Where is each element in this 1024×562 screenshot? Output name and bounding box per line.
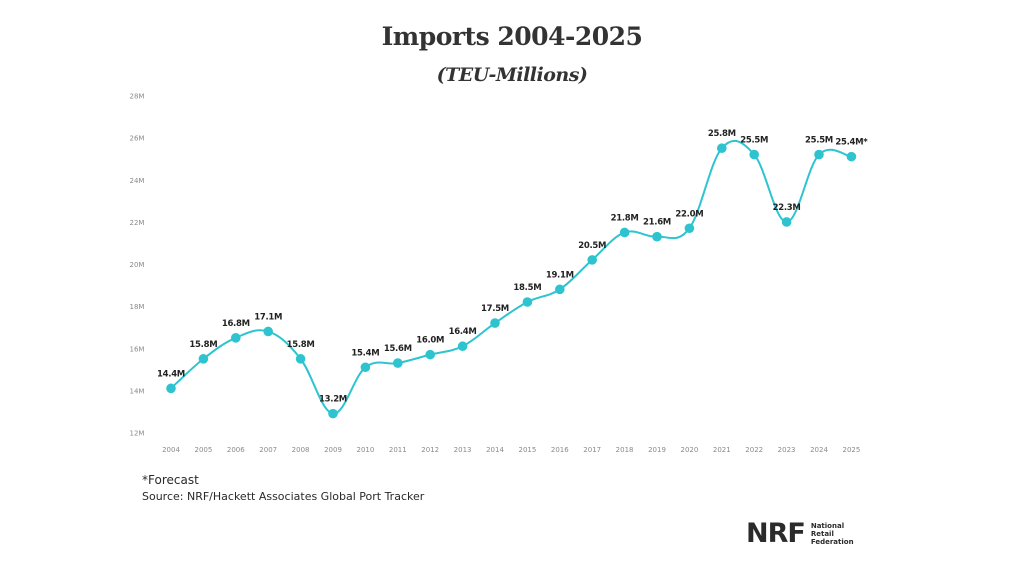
chart-title: Imports 2004-2025 bbox=[381, 22, 643, 51]
data-point bbox=[781, 217, 792, 227]
data-labels: 14.4M 15.8M 16.8M 17.1M 15.8M 13.2M 15.4M 15.6M… bbox=[157, 129, 869, 405]
x-tick-label: 2021 bbox=[713, 446, 731, 454]
data-point bbox=[684, 223, 695, 234]
data-point bbox=[457, 341, 468, 352]
data-point bbox=[231, 332, 241, 343]
x-tick-label: 2008 bbox=[292, 446, 310, 454]
y-tick-label: 22M bbox=[130, 219, 145, 227]
forecast-footnote: *Forecast bbox=[142, 473, 199, 487]
y-tick-label: 26M bbox=[130, 135, 145, 143]
x-tick-label: 2023 bbox=[778, 446, 796, 454]
data-label: 17.1M bbox=[254, 312, 282, 322]
data-point bbox=[198, 354, 209, 364]
x-tick-label: 2006 bbox=[227, 446, 245, 454]
data-label: 15.8M bbox=[189, 340, 217, 350]
data-point bbox=[490, 318, 500, 328]
x-tick-label: 2015 bbox=[518, 446, 536, 454]
data-point bbox=[425, 349, 436, 360]
data-point bbox=[360, 362, 371, 373]
data-point bbox=[263, 326, 274, 337]
y-tick-label: 24M bbox=[130, 177, 145, 185]
x-tick-label: 2020 bbox=[680, 446, 698, 454]
data-label: 21.6M bbox=[643, 218, 671, 228]
data-point bbox=[522, 297, 533, 307]
data-point bbox=[587, 255, 597, 265]
x-tick-label: 2012 bbox=[421, 446, 439, 454]
logo-line-2: Retail bbox=[810, 529, 834, 538]
data-point bbox=[619, 227, 630, 238]
x-tick-label: 2004 bbox=[162, 446, 180, 454]
x-tick-label: 2005 bbox=[194, 446, 212, 454]
nrf-logo-mark: NRF bbox=[746, 518, 806, 549]
x-tick-label: 2014 bbox=[486, 446, 504, 454]
nrf-logo: NRF National Retail Federation bbox=[746, 520, 854, 547]
data-point bbox=[555, 284, 565, 295]
y-tick-label: 18M bbox=[130, 303, 145, 311]
y-tick-label: 20M bbox=[130, 261, 145, 269]
data-label: 15.4M bbox=[351, 348, 379, 358]
x-tick-label: 2007 bbox=[259, 446, 277, 454]
logo-line-3: Federation bbox=[810, 537, 854, 546]
logo-line-1: National bbox=[810, 521, 845, 530]
data-label: 17.5M bbox=[481, 304, 509, 314]
data-point bbox=[717, 143, 727, 154]
data-label: 21.8M bbox=[611, 213, 639, 223]
y-tick-label: 12M bbox=[130, 430, 145, 438]
y-tick-label: 16M bbox=[130, 345, 145, 353]
data-points bbox=[166, 143, 857, 419]
data-label: 22.3M bbox=[773, 203, 801, 213]
y-tick-label: 14M bbox=[130, 387, 145, 395]
x-axis-ticks: 2004 2005 2006 2007 2008 2009 2010 2011 2012 2013… bbox=[162, 446, 860, 454]
data-label: 16.8M bbox=[222, 319, 250, 329]
x-tick-label: 2016 bbox=[551, 446, 569, 454]
data-label: 19.1M bbox=[546, 270, 574, 280]
data-point bbox=[814, 149, 824, 160]
x-tick-label: 2017 bbox=[583, 446, 601, 454]
data-label: 13.2M bbox=[319, 395, 347, 405]
data-label: 16.4M bbox=[449, 327, 477, 337]
data-point bbox=[393, 358, 403, 368]
data-label: 25.4M* bbox=[835, 138, 868, 148]
data-point bbox=[328, 408, 338, 419]
data-point bbox=[652, 231, 662, 242]
x-tick-label: 2018 bbox=[616, 446, 634, 454]
data-point bbox=[295, 354, 306, 364]
series-line-imports bbox=[170, 139, 852, 415]
data-label: 22.0M bbox=[675, 209, 703, 219]
data-label: 16.0M bbox=[416, 336, 444, 346]
data-point bbox=[749, 149, 759, 160]
data-label: 25.5M bbox=[740, 136, 768, 146]
chart-subtitle: (TEU-Millions) bbox=[436, 64, 588, 86]
x-tick-label: 2025 bbox=[842, 446, 860, 454]
data-point bbox=[846, 151, 857, 162]
source-note: Source: NRF/Hackett Associates Global Po… bbox=[142, 490, 425, 503]
data-label: 18.5M bbox=[513, 283, 541, 293]
x-tick-label: 2009 bbox=[324, 446, 342, 454]
y-tick-label: 28M bbox=[130, 93, 145, 101]
data-label: 25.5M bbox=[805, 136, 833, 146]
data-label: 14.4M bbox=[157, 369, 185, 379]
x-tick-label: 2019 bbox=[648, 446, 666, 454]
x-tick-label: 2011 bbox=[389, 446, 407, 454]
line-chart: 12M 14M 16M 18M 20M 22M 24M 26M 28M 2004 2005 2006… bbox=[130, 93, 869, 455]
data-label: 15.6M bbox=[384, 344, 412, 354]
data-label: 20.5M bbox=[578, 241, 606, 251]
x-tick-label: 2013 bbox=[454, 446, 472, 454]
x-tick-label: 2022 bbox=[745, 446, 763, 454]
x-tick-label: 2024 bbox=[810, 446, 828, 454]
nrf-logo-text: National Retail Federation bbox=[811, 522, 854, 546]
x-tick-label: 2010 bbox=[356, 446, 374, 454]
y-axis-ticks: 12M 14M 16M 18M 20M 22M 24M 26M 28M bbox=[130, 93, 145, 438]
data-label: 25.8M bbox=[708, 129, 736, 139]
data-label: 15.8M bbox=[287, 340, 315, 350]
data-point bbox=[166, 383, 176, 394]
